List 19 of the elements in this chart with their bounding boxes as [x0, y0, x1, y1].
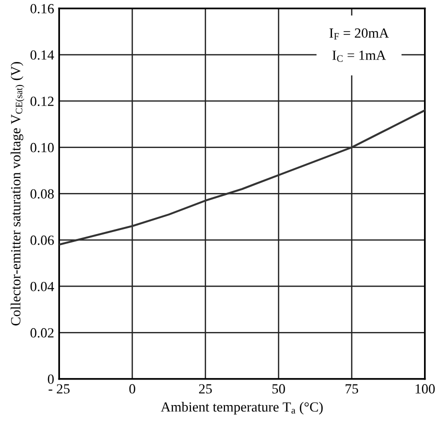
y-tick-label: 0.12 [30, 96, 54, 106]
y-tick-label: 0.16 [30, 4, 54, 14]
x-tick-label: 25 [199, 384, 212, 394]
x-tick-label: 50 [272, 384, 285, 394]
x-tick-label: - 25 [48, 384, 70, 394]
x-tick-label: 75 [346, 384, 358, 394]
x-tick-label: 0 [129, 384, 136, 394]
y-tick-label: 0.14 [30, 50, 54, 60]
y-tick-label: 0.02 [30, 328, 54, 338]
x-axis-title: Ambient temperature T$_{a}$ (°C) [160, 402, 323, 415]
y-tick-label: 0.08 [30, 189, 54, 199]
y-tick-label: 0.04 [30, 282, 54, 292]
y-tick-label: 0 [48, 374, 54, 384]
y-tick-label: 0.10 [30, 142, 54, 152]
x-tick-label: 100 [416, 384, 435, 394]
annotation: I$_{F}$ = 20mA I$_{C}$ = 1mA [330, 28, 389, 62]
line-series [59, 109, 425, 246]
y-axis-title: Collector-emitter saturation voltage V$_{CE(sat)}$ (V) [10, 62, 24, 326]
y-tick-label: 0.06 [30, 236, 54, 245]
